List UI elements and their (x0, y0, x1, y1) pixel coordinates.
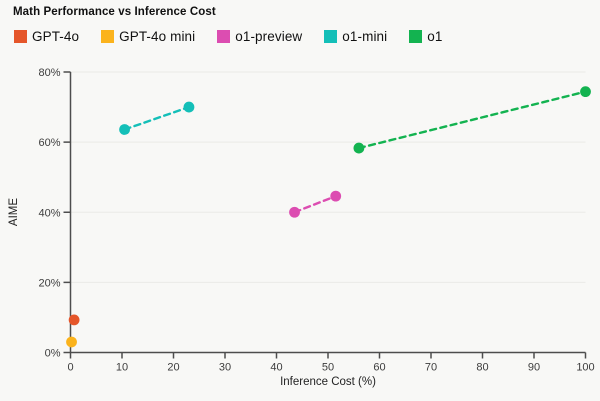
x-tick-label: 50 (322, 362, 334, 374)
data-point-o1 (580, 86, 591, 98)
chart-title: Math Performance vs Inference Cost (13, 6, 216, 18)
series-line-o1-preview (293, 194, 337, 214)
legend-item-gpt-4o: GPT-4o (14, 29, 79, 44)
legend-item-o1: o1 (409, 29, 442, 44)
legend-item-gpt-4o-mini: GPT-4o mini (101, 29, 195, 44)
y-tick-label: 40% (38, 207, 60, 219)
x-tick-label: 0 (67, 362, 73, 374)
y-tick-label: 0% (45, 348, 61, 360)
data-point-o1-mini (183, 101, 195, 113)
x-tick-label: 20 (167, 362, 179, 374)
y-tick-label: 80% (38, 67, 60, 79)
x-axis-title: Inference Cost (%) (280, 376, 376, 388)
legend-label: o1 (427, 29, 443, 44)
legend-label: o1-preview (235, 29, 303, 44)
legend-swatch-icon (324, 30, 338, 43)
legend-label: GPT-4o (32, 29, 80, 44)
series-line-o1-mini (123, 105, 191, 131)
data-point-o1-mini (119, 124, 130, 135)
legend-label: o1-mini (342, 29, 388, 44)
x-tick-label: 40 (270, 362, 282, 374)
legend: GPT-4o GPT-4o mini o1-preview o1-mini o1 (14, 29, 442, 44)
x-tick-label: 70 (425, 362, 437, 374)
x-tick-label: 100 (576, 362, 594, 374)
legend-label: GPT-4o mini (119, 29, 196, 44)
data-point-o1 (353, 142, 365, 154)
legend-item-o1-preview: o1-preview (217, 29, 302, 44)
legend-swatch-icon (14, 30, 27, 43)
data-point-gpt-4o (68, 314, 80, 326)
series-line-o1 (357, 90, 587, 150)
legend-swatch-icon (101, 30, 115, 43)
y-tick-label: 60% (38, 137, 60, 149)
legend-swatch-icon (409, 30, 423, 43)
x-tick-label: 30 (219, 362, 231, 374)
data-point-gpt-4o-mini (66, 336, 77, 348)
y-tick-label: 20% (38, 277, 60, 289)
legend-swatch-icon (217, 30, 231, 43)
legend-item-o1-mini: o1-mini (324, 29, 387, 44)
x-tick-label: 80 (476, 362, 488, 374)
x-tick-label: 10 (116, 362, 128, 374)
x-tick-label: 90 (528, 362, 540, 374)
x-tick-label: 60 (373, 362, 385, 374)
data-point-o1-preview (289, 206, 300, 218)
data-point-o1-preview (330, 190, 342, 202)
